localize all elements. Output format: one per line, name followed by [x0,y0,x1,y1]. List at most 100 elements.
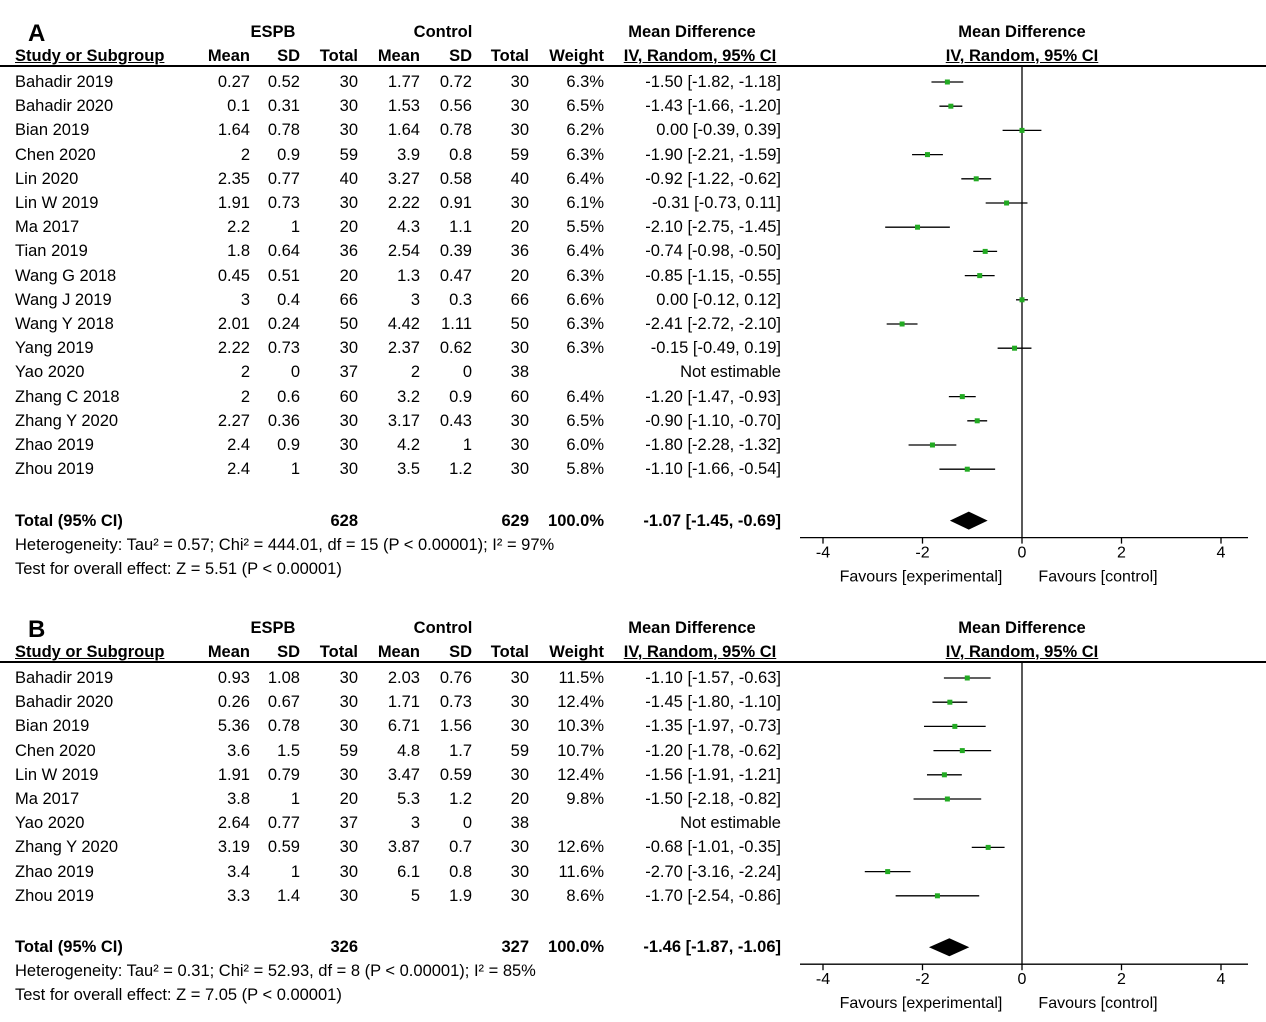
espb-sd: 0 [290,363,300,382]
study-name: Tian 2019 [15,242,88,261]
espb-mean: 3.19 [217,838,250,857]
header-rule [0,65,1266,67]
study-weight: 6.3% [566,145,604,164]
study-weight: 6.6% [566,290,604,309]
study-name: Zhang C 2018 [15,387,120,406]
control-mean: 2 [410,363,420,382]
control-total: 20 [510,266,529,285]
control-sd: 1.2 [449,460,472,479]
control-sd: 0.39 [439,242,472,261]
study-name: Zhao 2019 [15,862,94,881]
control-sd: 1.7 [449,741,472,760]
overall-effect-text: Test for overall effect: Z = 5.51 (P < 0… [15,559,342,578]
study-name: Bian 2019 [15,121,90,140]
control-mean: 1.71 [387,693,420,712]
total-ci: -1.46 [-1.87, -1.06] [643,938,781,957]
espb-total: 30 [339,838,358,857]
panel-letter: A [28,20,46,47]
control-mean: 2.54 [387,242,420,261]
espb-total: 30 [339,717,358,736]
control-mean: 3.17 [387,411,420,430]
espb-mean: 3.4 [227,862,250,881]
effect-point [1019,127,1025,133]
espb-sd: 0.9 [277,436,300,454]
total-weight: 100.0% [548,938,604,957]
control-total: 30 [510,194,529,212]
study-ci: -1.20 [-1.78, -0.62] [645,741,781,760]
espb-sd: 1.08 [267,669,300,687]
espb-sd: 0.73 [267,194,300,212]
espb-sd: 0.6 [277,387,300,406]
espb-total: 20 [339,266,358,285]
control-mean: 2.22 [387,194,420,212]
x-tick-label: -4 [816,971,830,988]
total2-header: Total [490,643,529,661]
espb-sd: 0.79 [267,765,300,784]
espb-sd: 1 [290,460,300,479]
study-ci: -1.50 [-1.82, -1.18] [645,73,781,91]
espb-sd: 0.78 [267,121,300,140]
control-sd: 0.62 [439,339,472,358]
control-total: 66 [510,290,529,309]
control-sd: 1.56 [439,717,472,736]
control-mean: 1.64 [387,121,420,140]
control-sd: 1.1 [449,218,472,237]
plot-method-header: IV, Random, 95% CI [945,643,1099,661]
x-tick-label: 2 [1117,971,1126,988]
espb-sd: 0.59 [267,838,300,857]
espb-total: 30 [339,121,358,140]
study-col-header: Study or Subgroup [15,643,165,661]
control-total: 30 [510,460,529,479]
control-mean: 4.2 [397,436,420,454]
effect-header: Mean Difference [628,23,756,41]
study-ci: -1.56 [-1.91, -1.21] [645,765,781,784]
study-ci: 0.00 [-0.39, 0.39] [656,121,781,140]
pooled-diamond [928,938,970,957]
effect-point [974,418,980,424]
study-name: Chen 2020 [15,145,96,164]
espb-mean: 0.45 [217,266,250,285]
study-weight: 6.0% [566,436,604,454]
total-weight: 100.0% [548,511,604,530]
espb-mean: 3.8 [227,790,250,808]
control-sd: 0.56 [439,97,472,116]
control-total: 59 [510,145,529,164]
control-total: 30 [510,669,529,687]
study-name: Zhao 2019 [15,436,94,454]
control-total: 20 [510,790,529,808]
study-name: Bahadir 2019 [15,73,114,91]
effect-point [929,442,935,448]
forest-panel-a: A ESPB Control Mean Difference Mean Differen… [0,20,1266,586]
study-name: Lin W 2019 [15,765,99,784]
study-name: Yang 2019 [15,339,94,358]
study-weight: 12.4% [557,765,604,784]
total-control: 629 [501,511,529,530]
study-name: Wang J 2019 [15,290,112,309]
effect-point [948,103,954,109]
control-total: 38 [510,814,529,833]
espb-mean: 2.2 [227,218,250,237]
espb-mean: 3.3 [227,886,250,905]
control-mean: 1.77 [387,73,420,91]
total-label: Total (95% CI) [15,511,123,530]
control-mean: 5.3 [397,790,420,808]
study-name: Yao 2020 [15,814,85,833]
study-name: Lin W 2019 [15,194,99,212]
control-total: 59 [510,741,529,760]
effect-point [964,466,970,472]
control-mean: 3 [410,814,420,833]
study-ci: -1.43 [-1.66, -1.20] [645,97,781,116]
control-mean: 3.87 [387,838,420,857]
espb-total: 30 [339,765,358,784]
espb-total: 59 [339,741,358,760]
study-weight: 12.4% [557,693,604,712]
espb-total: 30 [339,194,358,212]
control-sd: 0.78 [439,121,472,140]
study-ci: -2.41 [-2.72, -2.10] [645,315,781,333]
study-ci: -2.10 [-2.75, -1.45] [645,218,781,237]
study-ci: -1.20 [-1.47, -0.93] [645,387,781,406]
study-ci: -0.15 [-0.49, 0.19] [650,339,781,358]
total-ci: -1.07 [-1.45, -0.69] [643,511,781,530]
control-mean: 3.27 [387,169,420,188]
study-ci: -0.68 [-1.01, -0.35] [645,838,781,857]
